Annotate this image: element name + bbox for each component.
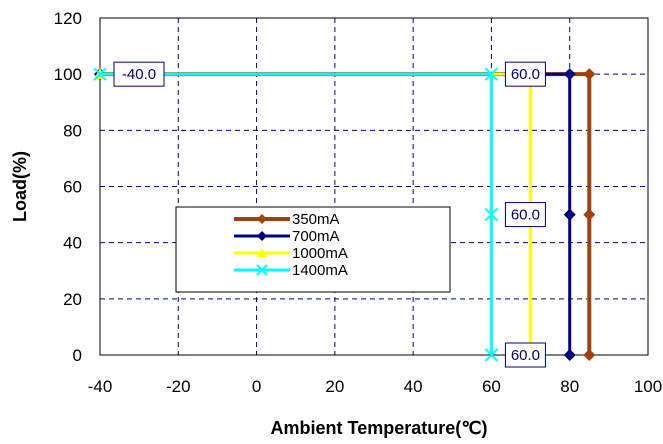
x-tick-label: 80 <box>560 377 579 396</box>
x-tick-label: -40 <box>88 377 113 396</box>
data-label-text: 60.0 <box>511 207 540 224</box>
y-tick-label: 0 <box>73 346 82 365</box>
data-point <box>583 349 596 361</box>
x-tick-label: 40 <box>404 377 423 396</box>
grid <box>100 18 648 355</box>
x-tick-label: 100 <box>634 377 662 396</box>
data-point <box>563 68 576 81</box>
legend-marker <box>257 231 267 241</box>
data-point <box>484 348 499 362</box>
legend-item: 350mA <box>234 211 340 228</box>
data-label-text: 60.0 <box>511 66 540 83</box>
legend-marker <box>257 214 267 224</box>
data-label-text: -40.0 <box>122 66 156 83</box>
legend-label: 1400mA <box>292 262 348 279</box>
x-tick-label: 60 <box>482 377 501 396</box>
data-point <box>583 68 596 81</box>
data-label: 60.0 <box>504 342 546 368</box>
legend-label: 1000mA <box>292 245 348 262</box>
data-point <box>484 67 499 81</box>
legend-label: 700mA <box>292 228 340 245</box>
data-point <box>563 208 576 221</box>
y-tick-label: 100 <box>54 65 82 84</box>
y-tick-label: 40 <box>63 234 82 253</box>
x-tick-label: 0 <box>252 377 261 396</box>
legend-item: 700mA <box>234 228 340 245</box>
series-1400mA <box>93 67 499 362</box>
y-tick-label: 20 <box>63 290 82 309</box>
legend-item: 1400mA <box>234 262 348 279</box>
x-axis-label: Ambient Temperature(℃) <box>271 418 488 438</box>
data-point <box>563 349 576 361</box>
x-tick-label: 20 <box>325 377 344 396</box>
data-label: 60.0 <box>504 202 546 228</box>
y-axis-label: Load(%) <box>10 151 30 222</box>
plot-area-frame <box>99 17 649 356</box>
legend-box <box>175 206 451 293</box>
series-line <box>100 72 493 355</box>
legend-label: 350mA <box>292 211 340 228</box>
data-point <box>583 208 596 221</box>
data-label-group: -40.0 60.0 60.0 60.0 <box>113 61 546 368</box>
data-point <box>484 207 499 222</box>
y-tick-label: 80 <box>63 121 82 140</box>
tick-labels: -40 -20 0 20 40 60 80 100 0 20 40 60 80 100 120 <box>54 9 663 396</box>
data-label: -40.0 <box>113 61 165 87</box>
legend-marker <box>256 264 268 276</box>
x-tick-label: -20 <box>166 377 191 396</box>
y-tick-label: 120 <box>54 9 82 28</box>
data-label-text: 60.0 <box>511 347 540 364</box>
legend-item: 1000mA <box>234 245 348 262</box>
data-point <box>93 67 107 81</box>
data-label: 60.0 <box>504 61 546 87</box>
legend-marker <box>257 248 267 257</box>
y-tick-label: 60 <box>63 178 82 197</box>
